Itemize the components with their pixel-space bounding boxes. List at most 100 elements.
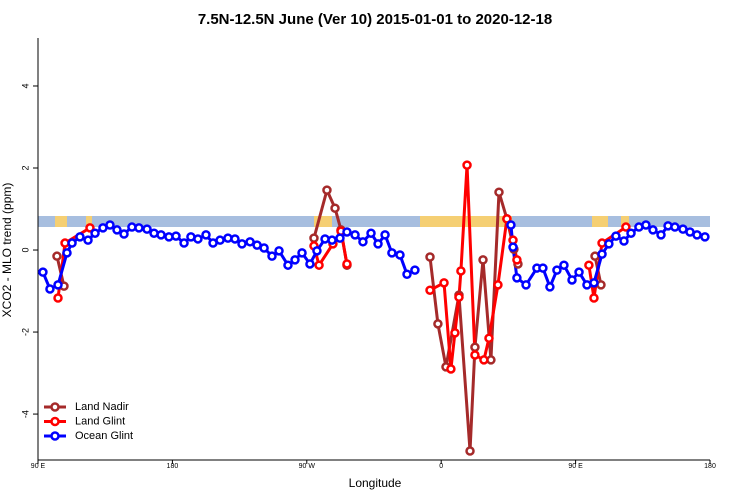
x-tick-label: 180 xyxy=(167,463,179,470)
data-point xyxy=(52,251,62,261)
data-point xyxy=(53,280,63,290)
data-point xyxy=(512,255,522,265)
data-point xyxy=(604,239,614,249)
data-point xyxy=(230,234,240,244)
data-point xyxy=(433,319,443,329)
legend-marker xyxy=(50,416,60,427)
land-patch xyxy=(420,216,512,227)
data-point xyxy=(450,328,460,338)
data-point xyxy=(470,350,480,360)
data-point xyxy=(619,236,629,246)
data-point xyxy=(626,228,636,238)
legend-marker xyxy=(50,402,60,412)
data-point xyxy=(456,266,466,276)
data-point xyxy=(380,230,390,240)
data-point xyxy=(142,224,152,234)
data-point xyxy=(692,230,702,240)
data-point xyxy=(335,233,345,243)
y-tick-label: -4 xyxy=(20,410,30,418)
data-point xyxy=(479,355,489,365)
data-point xyxy=(105,220,115,230)
data-point xyxy=(584,260,594,270)
x-tick-label: 90 W xyxy=(299,463,316,470)
data-point xyxy=(641,220,651,230)
land-patch xyxy=(592,216,608,227)
data-point xyxy=(700,232,710,242)
x-axis-label: Longitude xyxy=(349,476,402,490)
data-point xyxy=(395,250,405,260)
data-point xyxy=(648,225,658,235)
data-point xyxy=(454,292,464,302)
x-tick-label: 180 xyxy=(704,463,716,470)
data-point xyxy=(38,267,48,277)
x-tick-label: 0 xyxy=(439,463,443,470)
y-tick-label: 2 xyxy=(20,165,30,170)
data-point xyxy=(75,232,85,242)
data-point xyxy=(538,263,548,273)
y-tick-label: 4 xyxy=(20,83,30,88)
y-tick-label: -2 xyxy=(20,328,30,336)
data-point xyxy=(465,446,475,456)
data-point xyxy=(297,248,307,258)
data-point xyxy=(484,333,494,343)
data-point xyxy=(589,293,599,303)
chart-title: 7.5N-12.5N June (Ver 10) 2015-01-01 to 2… xyxy=(198,11,552,28)
legend-label: Land Nadir xyxy=(75,401,129,413)
data-point xyxy=(119,229,129,239)
data-point xyxy=(156,230,166,240)
data-point xyxy=(410,265,420,275)
data-point xyxy=(559,260,569,270)
data-point xyxy=(597,249,607,259)
data-point xyxy=(309,233,319,243)
data-point xyxy=(512,273,522,283)
y-tick-label: 0 xyxy=(20,248,30,253)
data-point xyxy=(439,278,449,288)
data-point xyxy=(171,231,181,241)
data-point xyxy=(305,259,315,269)
data-point xyxy=(462,160,472,170)
data-point xyxy=(670,222,680,232)
data-point xyxy=(494,187,504,197)
data-point xyxy=(470,342,480,352)
data-point xyxy=(387,248,397,258)
y-axis-label: XCO2 - MLO trend (ppm) xyxy=(0,183,14,318)
data-point xyxy=(112,225,122,235)
data-point xyxy=(656,230,666,240)
data-point xyxy=(567,275,577,285)
legend-marker xyxy=(50,431,60,441)
land-patch xyxy=(86,216,92,227)
data-point xyxy=(611,231,621,241)
data-point xyxy=(493,280,503,290)
data-point xyxy=(201,230,211,240)
data-point xyxy=(62,248,72,258)
land-patch xyxy=(314,216,332,227)
data-point xyxy=(259,243,269,253)
data-point xyxy=(342,259,352,269)
data-point xyxy=(314,260,324,270)
data-point xyxy=(545,282,555,292)
data-point xyxy=(267,251,277,261)
data-point xyxy=(350,230,360,240)
data-point xyxy=(446,364,456,374)
legend: Land Nadir Land Glint Ocean Glint xyxy=(44,401,133,442)
data-point xyxy=(322,185,332,195)
data-point xyxy=(521,280,531,290)
ocean-band xyxy=(38,216,710,227)
data-point xyxy=(67,238,77,248)
data-point xyxy=(478,255,488,265)
data-point xyxy=(425,285,435,295)
data-point xyxy=(290,255,300,265)
data-point xyxy=(312,246,322,256)
land-ocean-band xyxy=(38,216,710,227)
data-point xyxy=(274,246,284,256)
data-point xyxy=(85,223,95,233)
data-point xyxy=(83,235,93,245)
data-point xyxy=(366,228,376,238)
data-point xyxy=(342,227,352,237)
data-point xyxy=(552,265,562,275)
data-point xyxy=(621,222,631,232)
data-point xyxy=(589,278,599,288)
data-point xyxy=(574,267,584,277)
land-patch xyxy=(55,216,67,227)
